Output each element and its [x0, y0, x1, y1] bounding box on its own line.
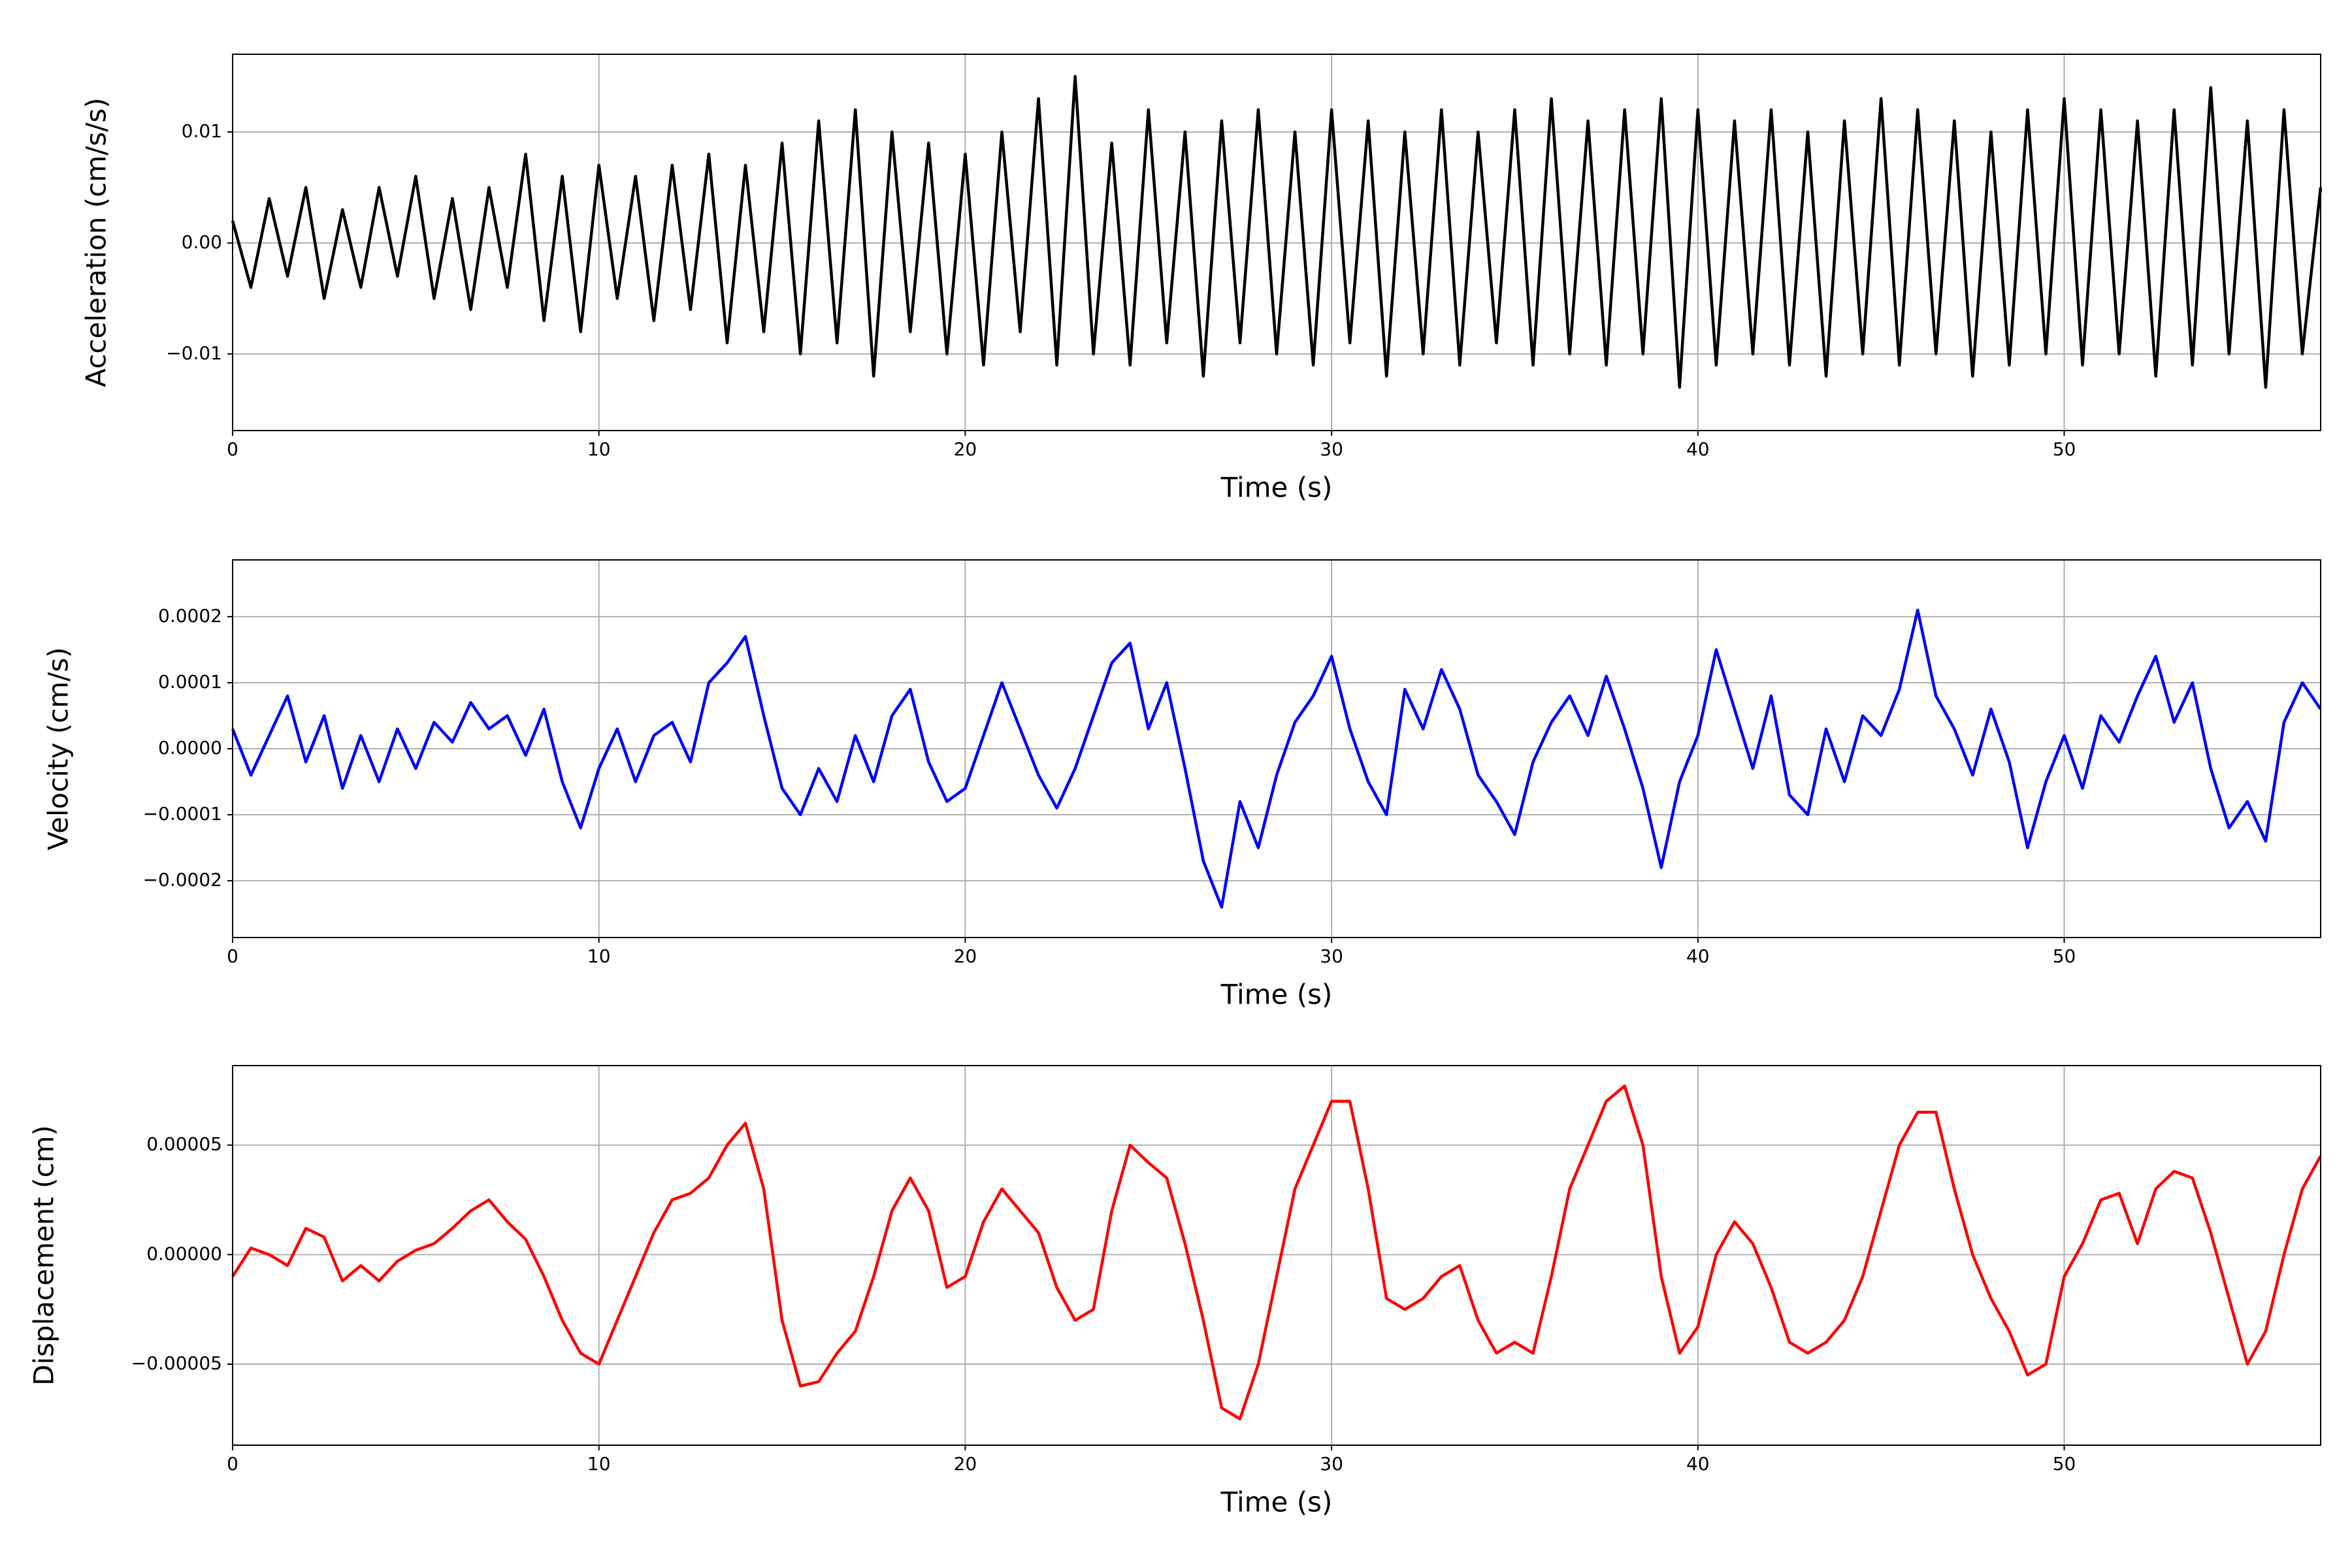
y-tick-label: −0.0001 — [143, 803, 222, 825]
x-tick-label: 0 — [227, 945, 238, 967]
y-tick-label: 0.01 — [182, 120, 222, 142]
data-line — [231, 1084, 2322, 1421]
x-tick-label: 10 — [587, 438, 611, 460]
x-tick-label: 40 — [1686, 438, 1710, 460]
x-tick-label: 10 — [587, 1453, 611, 1475]
x-tick-label: 40 — [1686, 1453, 1710, 1475]
axes-frame — [232, 559, 2321, 938]
x-tick-label: 20 — [954, 945, 977, 967]
x-tick-label: 40 — [1686, 945, 1710, 967]
data-line — [231, 608, 2322, 909]
x-axis-label: Time (s) — [1220, 979, 1333, 1011]
y-tick-label: 0.0002 — [158, 605, 222, 627]
y-tick-label: −0.00005 — [131, 1352, 222, 1374]
y-tick-label: 0.0001 — [158, 671, 222, 693]
x-tick-label: 50 — [2053, 1453, 2076, 1475]
x-tick-label: 0 — [227, 438, 238, 460]
y-axis-label: Displacement (cm) — [28, 1125, 60, 1386]
y-tick-label: 0.00005 — [146, 1134, 222, 1155]
x-tick-label: 30 — [1320, 1453, 1343, 1475]
x-tick-label: 30 — [1320, 945, 1343, 967]
x-tick-label: 20 — [954, 438, 977, 460]
x-tick-label: 50 — [2053, 438, 2076, 460]
y-tick-label: 0.00000 — [146, 1243, 222, 1264]
x-tick-label: 50 — [2053, 945, 2076, 967]
y-tick-label: −0.01 — [166, 342, 222, 364]
axes-frame — [232, 54, 2321, 431]
y-axis-label: Velocity (cm/s) — [42, 647, 74, 851]
x-tick-label: 20 — [954, 1453, 977, 1475]
y-tick-label: 0.0000 — [158, 737, 222, 759]
x-axis-label: Time (s) — [1220, 472, 1333, 504]
x-tick-label: 30 — [1320, 438, 1343, 460]
y-tick-label: 0.00 — [182, 231, 222, 253]
y-tick-label: −0.0002 — [143, 869, 222, 890]
x-tick-label: 10 — [587, 945, 611, 967]
data-line — [231, 74, 2323, 389]
x-tick-label: 0 — [227, 1453, 238, 1475]
x-axis-label: Time (s) — [1220, 1486, 1333, 1518]
axes-frame — [232, 1065, 2321, 1446]
y-axis-label: Acceleration (cm/s/s) — [80, 97, 112, 387]
